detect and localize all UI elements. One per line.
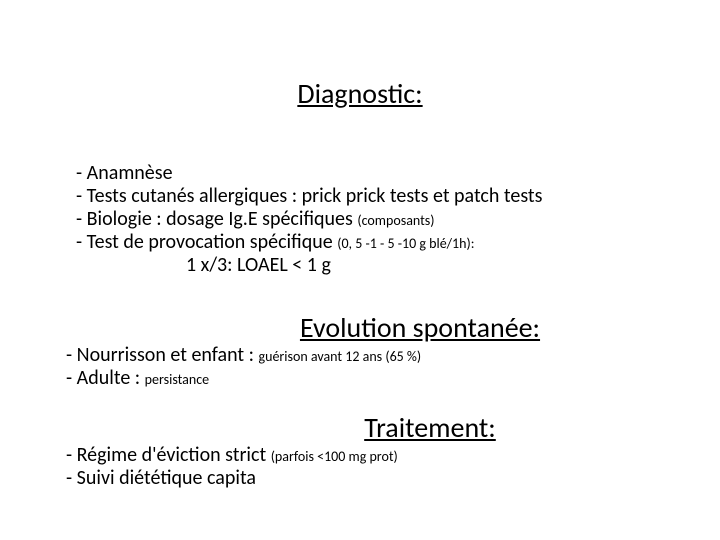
list-item: - Anamnèse — [76, 162, 686, 185]
item-text: Tests cutanés allergiques : prick prick … — [87, 184, 543, 208]
bullet: - — [76, 184, 87, 208]
item-small: (parfois <100 mg prot) — [271, 448, 398, 465]
item-text: Adulte : — [77, 366, 145, 390]
heading-traitement: Traitement: — [240, 410, 620, 445]
item-text: Nourrisson et enfant : — [77, 343, 259, 367]
bullet: - — [66, 366, 77, 390]
bullet: - — [66, 443, 77, 467]
bullet: - — [76, 161, 87, 185]
item-small: guérison avant 12 ans (65 %) — [259, 348, 422, 365]
diagnostic-list: - Anamnèse - Tests cutanés allergiques :… — [76, 162, 686, 277]
list-item: - Nourrisson et enfant : guérison avant … — [66, 344, 676, 367]
traitement-list: - Régime d'éviction strict (parfois <100… — [66, 444, 676, 490]
heading-diagnostic: Diagnostic: — [0, 76, 720, 111]
heading-evolution: Evolution spontanée: — [200, 310, 640, 345]
item-small: (0, 5 -1 - 5 -10 g blé/1h): — [337, 235, 474, 252]
list-item: - Suivi diététique capita — [66, 467, 676, 490]
list-item: - Tests cutanés allergiques : prick pric… — [76, 185, 686, 208]
list-item: - Régime d'éviction strict (parfois <100… — [66, 444, 676, 467]
item-small: (composants) — [357, 212, 434, 229]
evolution-list: - Nourrisson et enfant : guérison avant … — [66, 344, 676, 390]
bullet: - — [76, 230, 87, 254]
item-text: Biologie : dosage Ig.E spécifiques — [87, 207, 358, 231]
item-text: 1 x/3: LOAEL < 1 g — [186, 253, 331, 277]
bullet: - — [66, 466, 77, 490]
list-item: - Biologie : dosage Ig.E spécifiques (co… — [76, 208, 686, 231]
list-item: - Test de provocation spécifique (0, 5 -… — [76, 231, 686, 254]
item-small: persistance — [145, 371, 209, 388]
bullet: - — [66, 343, 77, 367]
item-text: Régime d'éviction strict — [77, 443, 271, 467]
bullet: - — [76, 207, 87, 231]
list-item: - Adulte : persistance — [66, 367, 676, 390]
item-text: Anamnèse — [87, 161, 173, 185]
item-text: Test de provocation spécifique — [87, 230, 338, 254]
item-text: Suivi diététique capita — [77, 466, 256, 490]
list-item-indented: 1 x/3: LOAEL < 1 g — [76, 254, 686, 277]
